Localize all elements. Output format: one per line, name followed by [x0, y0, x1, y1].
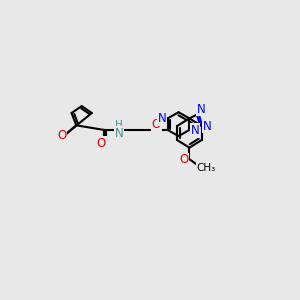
Text: CH₃: CH₃	[197, 163, 216, 173]
Text: O: O	[152, 118, 161, 131]
Text: O: O	[57, 129, 66, 142]
Text: H: H	[115, 119, 123, 130]
Text: N: N	[190, 124, 199, 137]
Text: N: N	[158, 112, 167, 125]
Text: N: N	[115, 127, 123, 140]
Text: O: O	[179, 154, 189, 166]
Text: N: N	[197, 103, 206, 116]
Text: O: O	[96, 136, 106, 149]
Text: N: N	[203, 120, 212, 133]
